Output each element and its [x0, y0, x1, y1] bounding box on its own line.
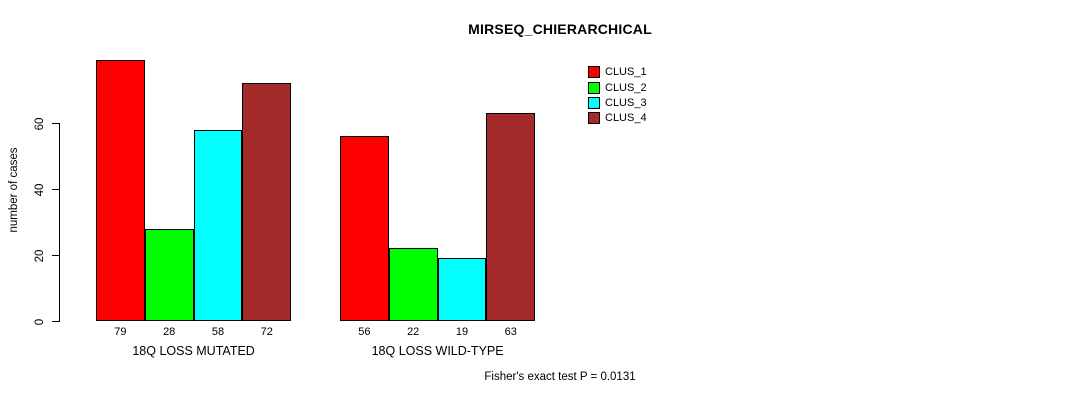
bar-clus_1-group2	[340, 136, 389, 321]
legend-swatch-clus_2	[588, 81, 600, 94]
legend-item-clus_3: CLUS_3	[588, 96, 647, 109]
y-axis-line	[59, 123, 60, 322]
legend-label: CLUS_3	[605, 96, 647, 109]
legend-item-clus_4: CLUS_4	[588, 112, 647, 125]
bar-clus_2-group2	[388, 248, 438, 321]
y-axis-tick-label: 0	[34, 318, 46, 325]
y-axis-tick	[52, 255, 59, 256]
y-axis-tick	[52, 321, 59, 322]
bar-clus_4-group2	[486, 113, 536, 321]
group-label: 18Q LOSS MUTATED	[132, 344, 255, 358]
legend-item-clus_1: CLUS_1	[588, 66, 647, 79]
bar-clus_2-group1	[144, 228, 194, 321]
chart-title: MIRSEQ_CHIERARCHICAL	[468, 21, 652, 37]
y-axis-tick-label: 20	[34, 249, 46, 262]
group-label: 18Q LOSS WILD-TYPE	[371, 344, 504, 358]
legend-swatch-clus_4	[588, 112, 600, 125]
bar-value-label: 58	[211, 326, 225, 338]
y-axis-tick	[52, 189, 59, 190]
y-axis-label: number of cases	[8, 147, 20, 233]
legend-label: CLUS_4	[605, 112, 647, 125]
bar-value-label: 56	[358, 326, 371, 338]
bar-value-label: 19	[455, 326, 469, 338]
legend-item-clus_2: CLUS_2	[588, 81, 647, 94]
y-axis-tick	[52, 123, 59, 124]
bar-clus_4-group1	[242, 83, 292, 321]
annotation-text: Fisher's exact test P = 0.0131	[484, 371, 636, 383]
bar-clus_3-group2	[437, 258, 487, 321]
bar-clus_3-group1	[193, 129, 243, 321]
legend-label: CLUS_1	[605, 66, 647, 79]
legend: CLUS_1 CLUS_2 CLUS_3 CLUS_4	[588, 66, 647, 128]
bar-value-label: 63	[504, 326, 517, 338]
legend-swatch-clus_3	[588, 96, 600, 109]
y-axis-tick-label: 40	[34, 183, 46, 196]
bar-value-label: 72	[260, 326, 273, 338]
bar-value-label: 22	[407, 326, 420, 338]
bar-clus_1-group1	[96, 60, 145, 321]
bar-value-label: 28	[163, 326, 176, 338]
bar-value-label: 79	[114, 326, 127, 338]
y-axis-tick-label: 60	[34, 117, 46, 130]
legend-label: CLUS_2	[605, 81, 647, 94]
legend-swatch-clus_1	[588, 66, 600, 79]
